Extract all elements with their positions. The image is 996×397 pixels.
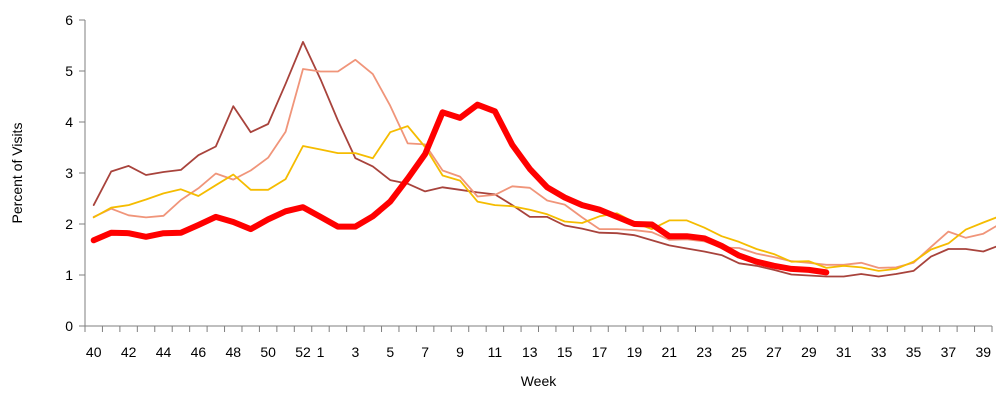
- x-tick-label: 1: [317, 344, 325, 360]
- series-line-2: [92, 58, 996, 269]
- x-tick-label: 37: [941, 344, 957, 360]
- series-line-3: [92, 125, 996, 272]
- y-axis-title: Percent of Visits: [9, 123, 25, 224]
- x-tick-label: 48: [225, 344, 241, 360]
- x-tick-label: 9: [456, 344, 464, 360]
- x-tick-label: 50: [260, 344, 276, 360]
- y-tick-label: 1: [65, 267, 73, 283]
- x-tick-label: 40: [86, 344, 102, 360]
- x-tick-label: 11: [488, 344, 503, 360]
- x-tick-label: 27: [766, 344, 782, 360]
- y-tick-label: 5: [65, 63, 73, 79]
- series-lines: [90, 41, 996, 278]
- x-tick-label: 46: [191, 344, 207, 360]
- x-tick-label: 25: [731, 344, 747, 360]
- x-tick-label: 3: [351, 344, 359, 360]
- y-tick-label: 0: [65, 318, 73, 334]
- x-tick-label: 52: [295, 344, 311, 360]
- x-tick-label: 44: [156, 344, 172, 360]
- series-line-4: [90, 101, 830, 276]
- x-tick-label: 19: [627, 344, 643, 360]
- x-tick-label: 29: [801, 344, 817, 360]
- x-tick-label: 23: [696, 344, 712, 360]
- series-line-1: [92, 41, 996, 278]
- x-tick-label: 7: [421, 344, 429, 360]
- y-tick-label: 4: [65, 114, 73, 130]
- x-tick-label: 31: [836, 344, 852, 360]
- x-tick-label: 15: [557, 344, 573, 360]
- x-tick-label: 39: [975, 344, 991, 360]
- y-tick-label: 6: [65, 12, 73, 28]
- y-tick-label: 2: [65, 216, 73, 232]
- y-tick-label: 3: [65, 165, 73, 181]
- x-tick-label: 33: [871, 344, 887, 360]
- x-axis-ticks: 40 42 44 46 48 50 52 1 3 5 7 9 11 13 15 17 19 21 23 25 27 29 3…: [84, 326, 993, 360]
- y-axis-ticks: 0 1 2 3 4 5 6: [65, 12, 85, 334]
- x-tick-label: 13: [522, 344, 538, 360]
- x-tick-label: 35: [906, 344, 922, 360]
- x-axis-title: Week: [521, 373, 558, 389]
- x-tick-label: 42: [121, 344, 137, 360]
- x-tick-label: 5: [386, 344, 394, 360]
- x-tick-label: 17: [592, 344, 608, 360]
- x-tick-label: 21: [662, 344, 678, 360]
